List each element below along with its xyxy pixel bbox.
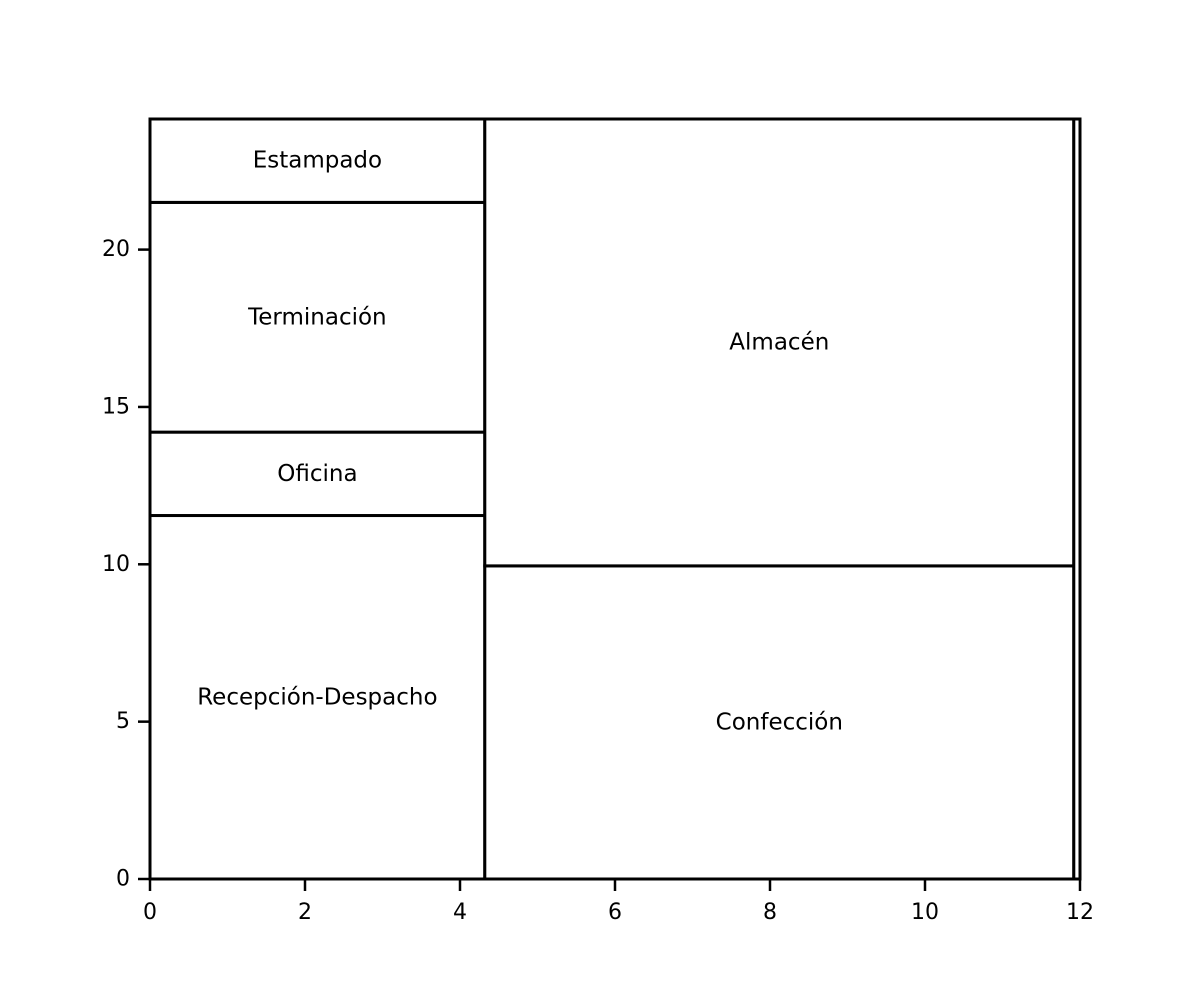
rect-confeccion [483, 564, 1076, 881]
rect-label-terminacion: Terminación [247, 304, 387, 330]
x-tick-label: 8 [763, 900, 777, 925]
rect-label-oficina: Oficina [277, 461, 357, 487]
rects-layer [148, 117, 1082, 881]
rect-almacen [483, 117, 1076, 568]
rect-label-estampado: Estampado [253, 148, 382, 174]
x-tick-label: 4 [453, 900, 467, 925]
rect-label-almacen: Almacén [729, 329, 829, 355]
x-tick-label: 6 [608, 900, 622, 925]
rect-sliver-6 [1072, 117, 1082, 881]
rect-label-recepcion-despacho: Recepción-Despacho [197, 684, 437, 710]
x-tick-label: 0 [143, 900, 157, 925]
x-tick-label: 12 [1066, 900, 1094, 925]
rect-recepcion-despacho [148, 514, 487, 881]
rect-label-confeccion: Confección [716, 709, 843, 735]
y-tick-label: 0 [116, 867, 130, 892]
y-tick-label: 10 [102, 552, 130, 577]
x-tick-label: 10 [911, 900, 939, 925]
rect-oficina [148, 430, 487, 518]
y-tick-label: 5 [116, 709, 130, 734]
y-tick-label: 15 [102, 394, 130, 419]
labels-layer: Recepción-Despacho Oficina Terminación Esta… [197, 148, 843, 736]
axes-layer: 0 2 4 6 8 10 12 0 5 10 15 20 [102, 119, 1094, 925]
x-tick-label: 2 [298, 900, 312, 925]
y-tick-label: 20 [102, 237, 130, 262]
